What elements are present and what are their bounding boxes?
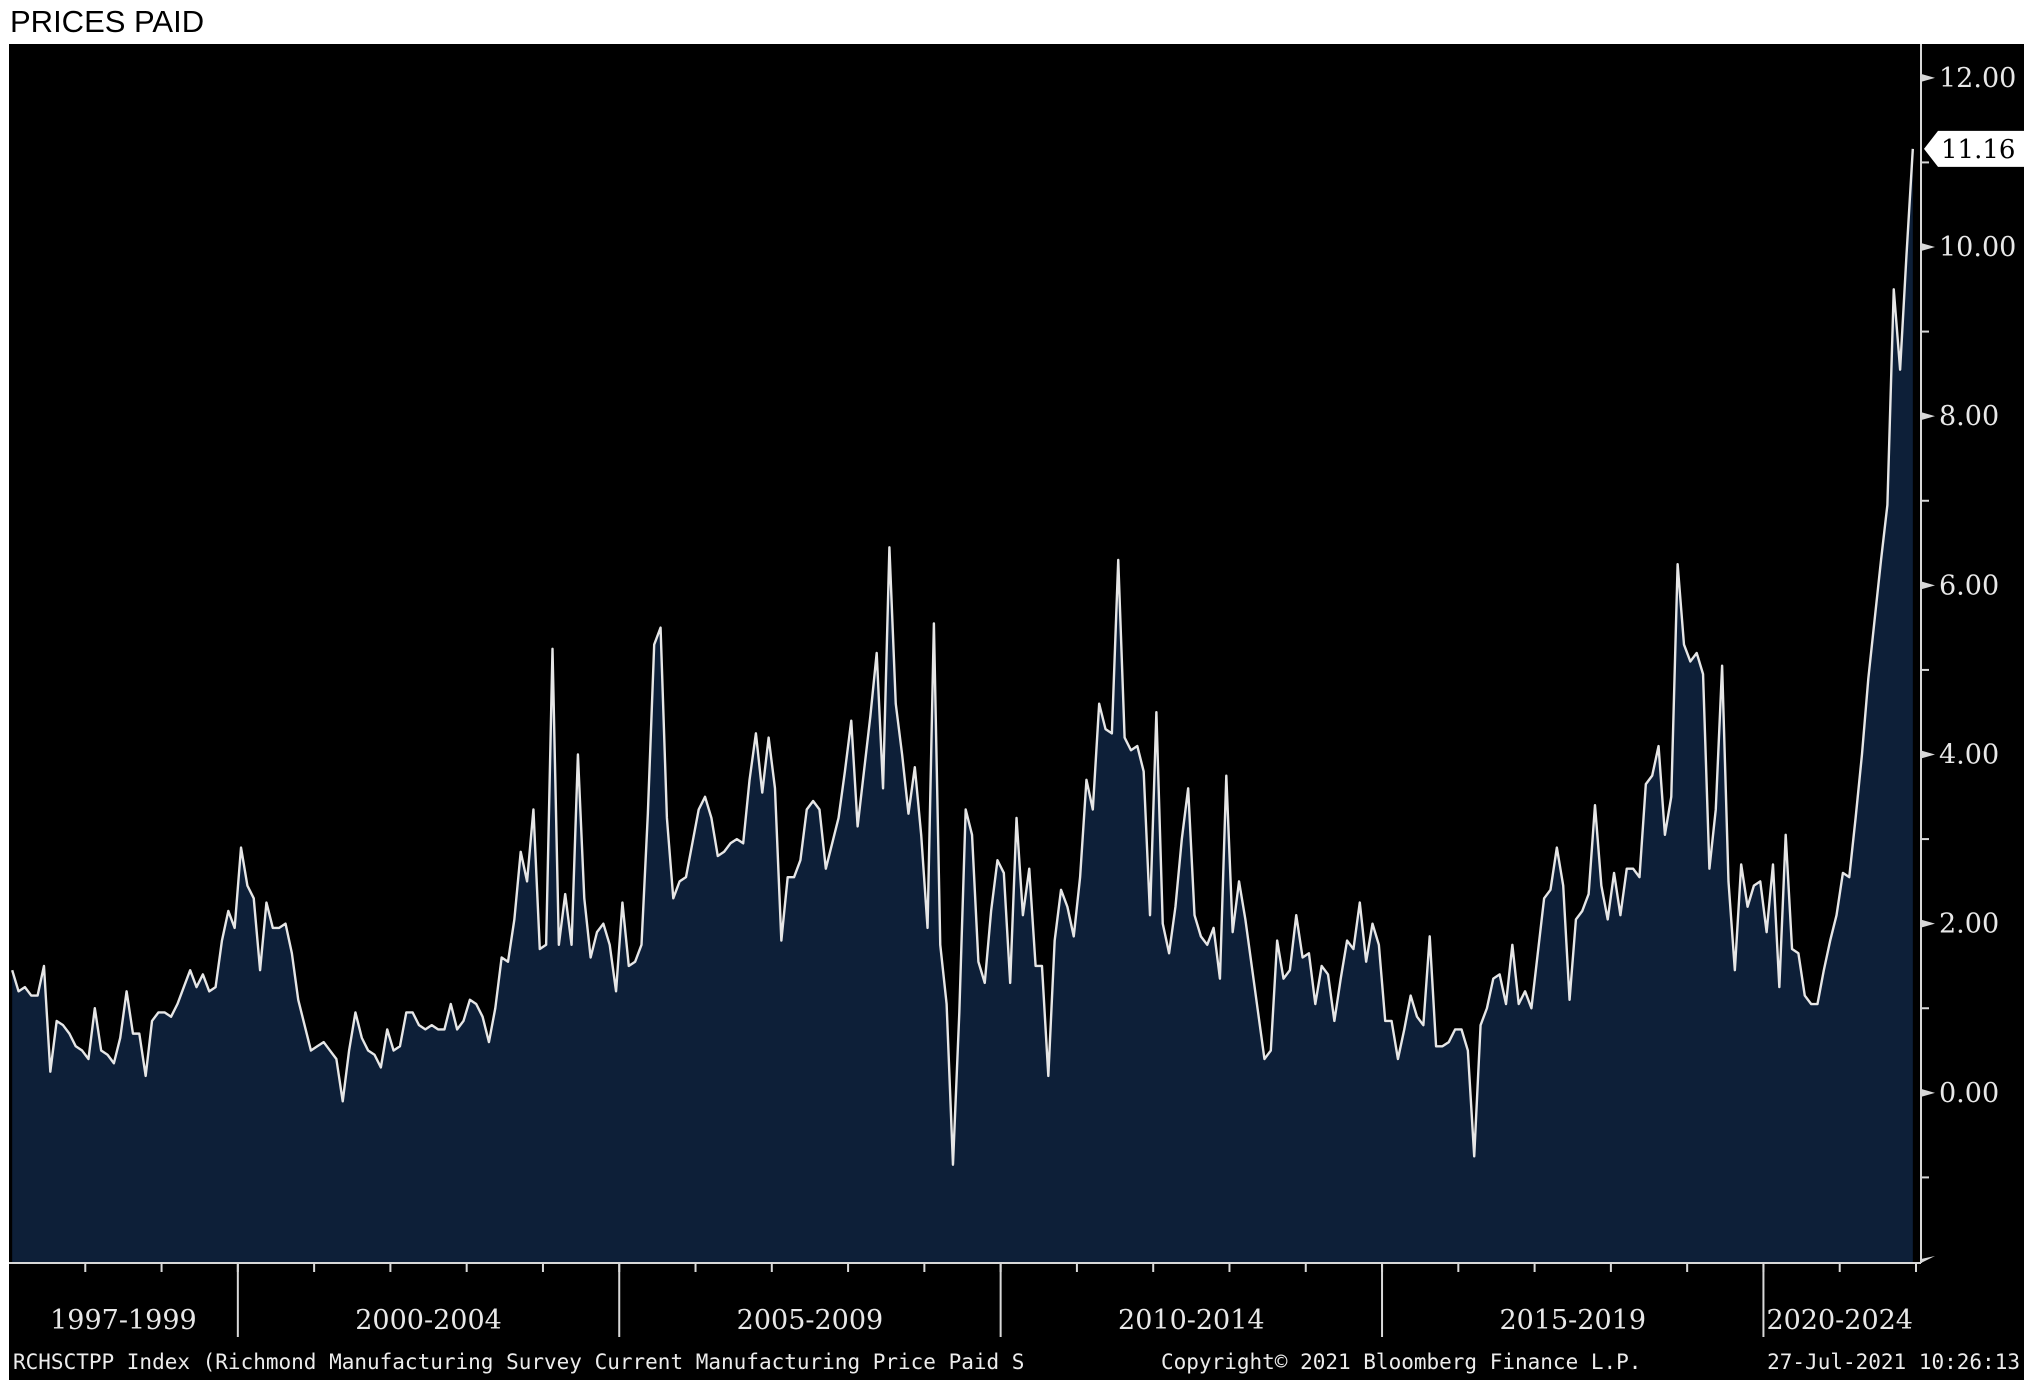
y-tick-mark (1921, 919, 1935, 928)
y-tick-label: 0.00 (1939, 1078, 1999, 1109)
copyright-text: Copyright© 2021 Bloomberg Finance L.P. (1161, 1350, 1641, 1374)
x-period-label: 1997-1999 (50, 1305, 197, 1336)
y-tick-label: 12.00 (1939, 63, 2016, 94)
x-period-label: 2000-2004 (355, 1305, 502, 1336)
series-area (12, 148, 1913, 1262)
y-tick-label: 8.00 (1939, 401, 1999, 432)
x-period-label: 2020-2024 (1766, 1305, 1913, 1336)
y-tick-mark (1921, 243, 1935, 251)
security-description: RCHSCTPP Index (Richmond Manufacturing S… (13, 1350, 1024, 1374)
price-paid-chart: 0.00 2.00 4.00 6.00 8.00 10.00 12.00 1997-1999 2… (9, 44, 2024, 1374)
last-value-label: 11.16 (1941, 135, 2015, 165)
y-tick-mark (1921, 750, 1935, 759)
x-period-label: 2010-2014 (1118, 1305, 1265, 1336)
y-tick-label: 10.00 (1939, 232, 2016, 263)
x-period-label: 2015-2019 (1499, 1305, 1646, 1336)
last-value-badge (1924, 130, 2024, 167)
y-axis-end-mark (1921, 1256, 1935, 1263)
y-tick-label: 4.00 (1939, 740, 1999, 771)
axis-labels: 0.00 2.00 4.00 6.00 8.00 10.00 12.00 1997-1999 2… (50, 63, 2024, 1336)
timestamp-text: 27-Jul-2021 10:26:13 (1767, 1350, 2020, 1374)
y-tick-mark (1921, 1088, 1935, 1097)
plot-area (11, 148, 1915, 1262)
axes (9, 44, 1935, 1337)
y-tick-mark (1921, 73, 1935, 82)
y-tick-mark (1921, 412, 1935, 421)
chart-frame: 0.00 2.00 4.00 6.00 8.00 10.00 12.00 1997-1999 2… (9, 44, 2024, 1380)
page-title: PRICES PAID (10, 4, 205, 39)
y-tick-label: 2.00 (1939, 909, 1999, 940)
x-period-label: 2005-2009 (737, 1305, 884, 1336)
series-line (11, 148, 1915, 1166)
chart-footer: RCHSCTPP Index (Richmond Manufacturing S… (13, 1350, 2020, 1374)
y-tick-mark (1921, 581, 1935, 590)
y-tick-label: 6.00 (1939, 570, 1999, 601)
